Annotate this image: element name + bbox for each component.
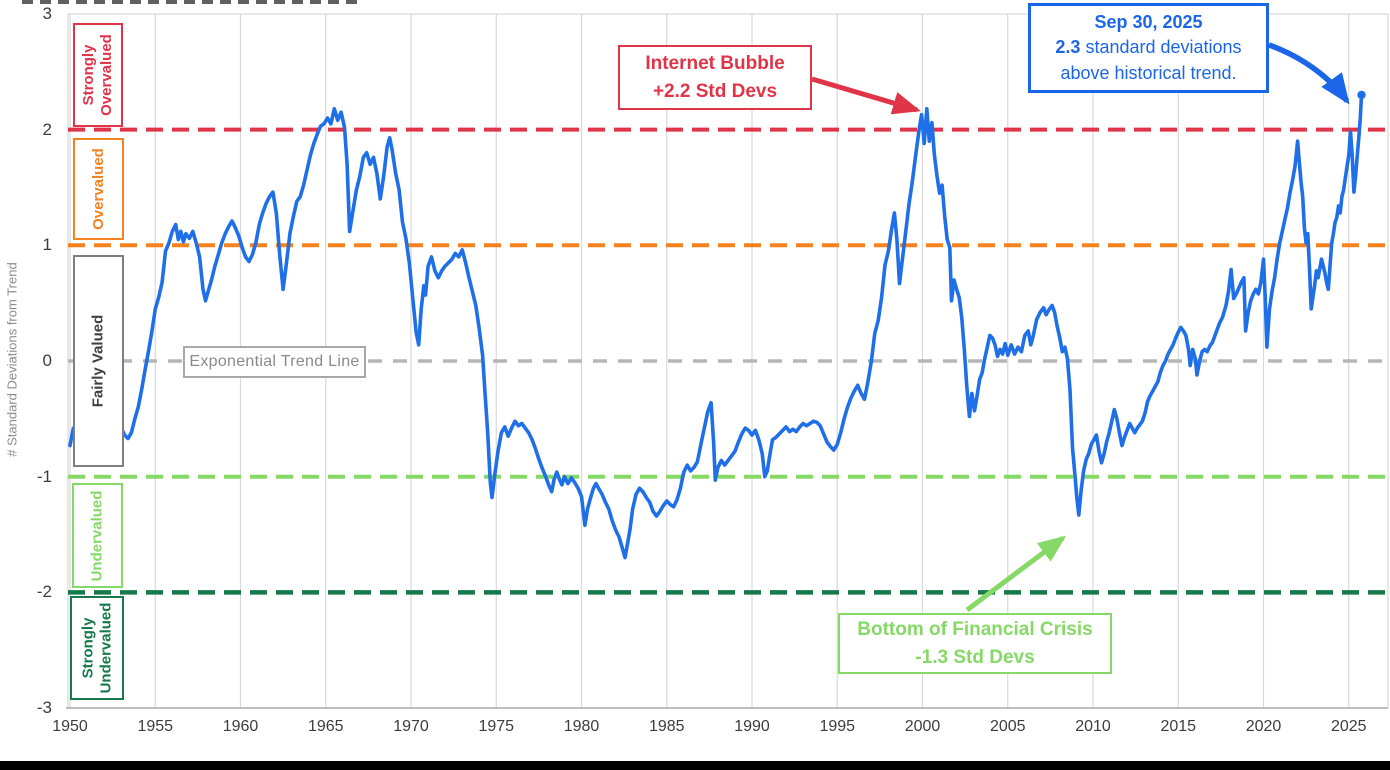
internet-bubble-line2: +2.2 Std Devs xyxy=(652,80,778,102)
zone-label-overvalued: Overvalued xyxy=(89,148,107,230)
x-tick-label: 2025 xyxy=(1330,718,1367,735)
zone-label-fairly-valued: Fairly Valued xyxy=(89,314,107,408)
x-tick-label: 1980 xyxy=(563,718,600,735)
x-tick-label: 1950 xyxy=(52,718,88,735)
zone-box-strongly-overvalued: Strongly Overvalued xyxy=(73,23,123,127)
sep-2025-value: 2.3 xyxy=(1055,37,1081,58)
zone-box-undervalued: Undervalued xyxy=(72,483,123,588)
zone-label-strongly-undervalued: Strongly Undervalued xyxy=(79,602,115,694)
x-tick-label: 2005 xyxy=(989,718,1026,735)
financial-crisis-callout: Bottom of Financial Crisis -1.3 Std Devs xyxy=(838,613,1112,674)
latest-point-marker xyxy=(1357,90,1366,100)
internet-bubble-line1: Internet Bubble xyxy=(645,52,785,74)
sep-2025-line3: above historical trend. xyxy=(1060,62,1237,83)
sep-2025-date: Sep 30, 2025 xyxy=(1094,12,1203,33)
x-tick-label: 1995 xyxy=(819,718,856,735)
y-tick-label: 0 xyxy=(42,351,52,370)
zone-label-strongly-overvalued: Strongly Overvalued xyxy=(80,34,115,116)
y-tick-label: 2 xyxy=(42,119,52,139)
deviation-line-series xyxy=(68,93,1364,560)
clipped-chart-title xyxy=(22,0,362,4)
x-tick-label: 2015 xyxy=(1160,718,1197,735)
sep-2025-callout: Sep 30, 2025 2.3 standard deviations abo… xyxy=(1028,3,1269,93)
zone-label-undervalued: Undervalued xyxy=(88,490,106,581)
exponential-trend-line-label: Exponential Trend Line xyxy=(183,346,366,378)
x-tick-label: 1975 xyxy=(478,718,515,735)
zone-box-strongly-undervalued: Strongly Undervalued xyxy=(70,596,124,700)
x-tick-label: 1965 xyxy=(307,718,344,735)
x-tick-label: 1960 xyxy=(222,718,259,735)
y-tick-label: 3 xyxy=(42,3,52,23)
sep-2025-arrow xyxy=(1268,42,1350,105)
sep-2025-deviation-line: 2.3 standard deviations xyxy=(1055,35,1241,60)
x-tick-label: 2010 xyxy=(1075,718,1111,735)
financial-crisis-line2: -1.3 Std Devs xyxy=(915,646,1035,668)
internet-bubble-arrow xyxy=(811,76,921,115)
y-tick-label: 1 xyxy=(42,235,52,255)
financial-crisis-arrow xyxy=(965,535,1067,612)
zone-box-overvalued: Overvalued xyxy=(73,138,124,240)
x-tick-label: 2000 xyxy=(904,718,941,735)
zone-box-fairly-valued: Fairly Valued xyxy=(73,255,124,467)
sep-2025-rest: standard deviations xyxy=(1080,37,1242,58)
internet-bubble-callout: Internet Bubble +2.2 Std Devs xyxy=(618,45,812,110)
x-tick-label: 1955 xyxy=(137,718,174,735)
financial-crisis-line1: Bottom of Financial Crisis xyxy=(857,618,1093,640)
x-tick-label: 2020 xyxy=(1245,718,1282,735)
y-tick-label: -2 xyxy=(36,582,52,602)
x-tick-label: 1970 xyxy=(393,718,429,735)
bottom-black-bar xyxy=(0,761,1390,770)
y-tick-label: -3 xyxy=(36,698,52,718)
x-tick-label: 1985 xyxy=(648,718,685,735)
y-tick-label: -1 xyxy=(36,466,52,486)
x-tick-label: 1990 xyxy=(734,718,770,735)
